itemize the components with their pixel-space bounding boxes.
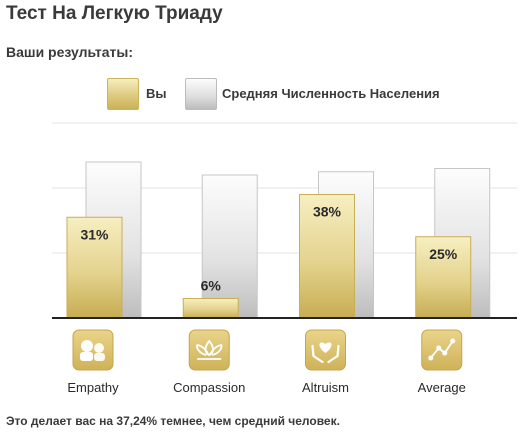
results-subtitle: Ваши результаты: xyxy=(6,44,133,60)
you-bar xyxy=(182,298,239,319)
category-label: Average xyxy=(418,380,466,395)
category-label: Compassion xyxy=(173,380,245,395)
compassion-icon xyxy=(188,329,230,371)
legend-swatch-you xyxy=(107,78,139,110)
legend-swatch-average xyxy=(185,78,217,110)
you-bar xyxy=(299,194,355,319)
altruism-icon xyxy=(305,329,346,371)
category-label: Empathy xyxy=(67,380,119,395)
empathy-icon xyxy=(72,329,114,371)
you-bar xyxy=(66,216,123,319)
bar-value-label: 6% xyxy=(201,278,222,294)
legend-label-average: Средняя Численность Населения xyxy=(222,86,440,101)
category-label: Altruism xyxy=(302,380,349,395)
bar-chart: 31% 6% 38% 25% Empathy Compassion Altruism Ave… xyxy=(52,122,517,395)
bar-value-label: 38% xyxy=(313,204,342,220)
bar-value-label: 31% xyxy=(80,226,109,242)
average-bar xyxy=(201,174,258,319)
result-summary: Это делает вас на 37,24% темнее, чем сре… xyxy=(6,414,340,428)
average-icon xyxy=(421,329,463,371)
legend-label-you: Вы xyxy=(146,86,167,101)
page-title: Тест На Легкую Триаду xyxy=(6,3,223,24)
bar-value-label: 25% xyxy=(429,246,458,262)
